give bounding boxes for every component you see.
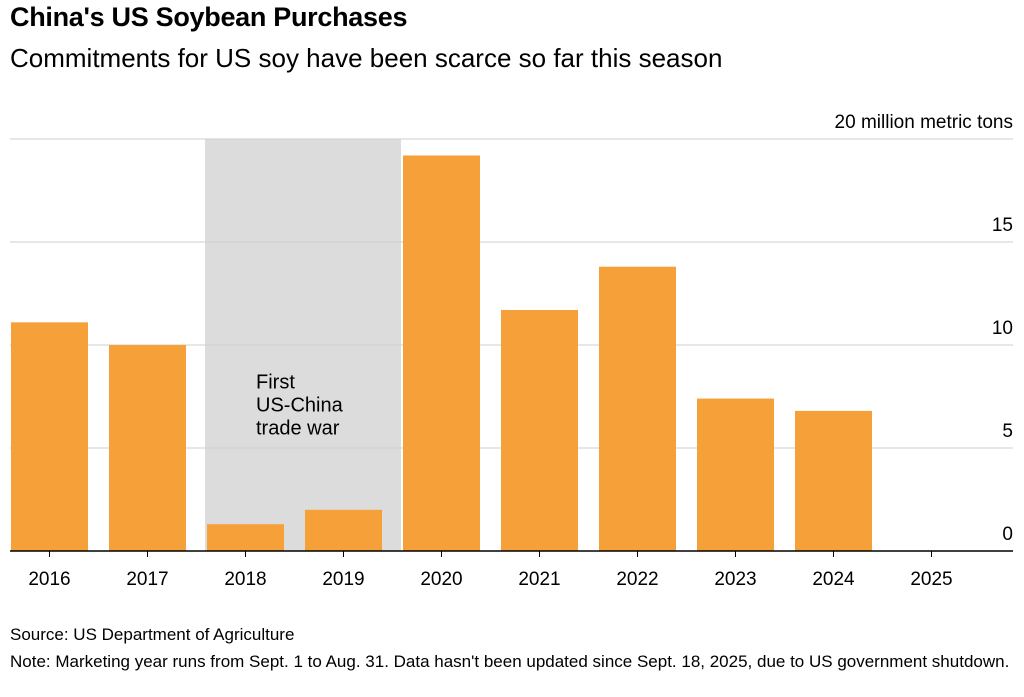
- x-tick-label: 2019: [322, 569, 364, 590]
- y-tick-label: 20 million metric tons: [835, 112, 1013, 133]
- x-tick-label: 2020: [420, 569, 462, 590]
- x-tick-label: 2018: [224, 569, 266, 590]
- bar-chart: 2016 2017 2018 2019 2020 2021 2022 2023 2024 2025…: [10, 112, 1013, 590]
- bar-2023: [697, 398, 774, 551]
- annotation-label-line: First: [256, 371, 295, 393]
- y-tick-label: 5: [1002, 421, 1013, 442]
- x-tick-label: 2024: [812, 569, 855, 590]
- footnote: Note: Marketing year runs from Sept. 1 t…: [10, 652, 1010, 671]
- annotation-label-line: US-China: [256, 394, 344, 416]
- bar-2020: [403, 155, 480, 552]
- y-tick-label: 15: [992, 215, 1013, 236]
- annotation-label-line: trade war: [256, 417, 340, 439]
- x-tick-label: 2016: [28, 569, 70, 590]
- bar-2019: [305, 509, 382, 551]
- source-note: Source: US Department of Agriculture: [10, 625, 295, 644]
- y-tick-label: 0: [1002, 524, 1013, 545]
- chart-subtitle: Commitments for US soy have been scarce …: [10, 43, 723, 73]
- bar-2024: [795, 410, 872, 551]
- bar-2021: [501, 309, 578, 551]
- x-tick-label: 2025: [910, 569, 952, 590]
- bar-2017: [109, 345, 186, 551]
- bar-2018: [207, 524, 284, 551]
- x-tick-label: 2021: [518, 569, 560, 590]
- bar-2022: [599, 266, 676, 551]
- x-tick-label: 2022: [616, 569, 658, 590]
- bar-2016: [11, 322, 88, 551]
- y-tick-label: 10: [992, 318, 1013, 339]
- chart-title: China's US Soybean Purchases: [10, 2, 408, 32]
- x-tick-label: 2017: [126, 569, 168, 590]
- x-tick-label: 2023: [714, 569, 756, 590]
